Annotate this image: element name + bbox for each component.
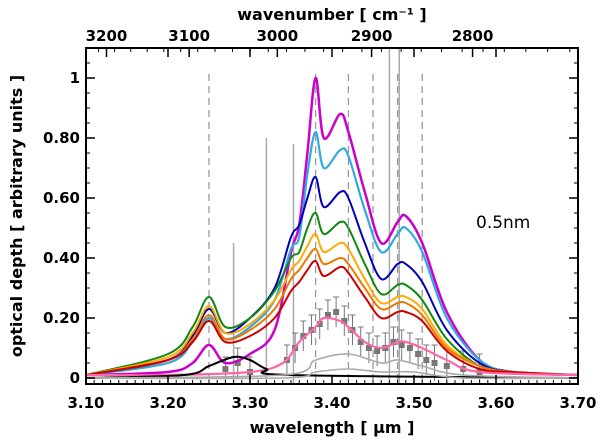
x2-axis-title: wavenumber [ cm⁻¹ ] (237, 5, 426, 24)
observation-13 (365, 332, 372, 363)
y-tick-label: 0.60 (43, 189, 80, 207)
y-axis-title: optical depth [ arbitrary units ] (7, 75, 26, 357)
observation-marker (406, 345, 413, 351)
observation-7 (316, 308, 323, 339)
observation-marker (374, 348, 381, 354)
observation-marker (423, 357, 430, 363)
x2-tick-label: 3000 (256, 27, 298, 45)
x2-tick-label: 2900 (351, 27, 393, 45)
observation-marker (398, 342, 405, 348)
observation-5 (300, 320, 307, 351)
y-tick-label: 0 (70, 369, 80, 387)
x-axis-title: wavelength [ μm ] (250, 418, 415, 437)
x-tick-label: 3.50 (395, 394, 432, 412)
observation-9 (333, 296, 340, 327)
x2-tick-label: 2800 (452, 27, 494, 45)
x-tick-label: 3.10 (67, 394, 104, 412)
series-line-6 (85, 259, 579, 376)
observation-marker (341, 318, 348, 324)
x2-tick-label: 3100 (168, 27, 210, 45)
model-series (85, 76, 579, 380)
observation-19 (415, 338, 422, 369)
series-line-4 (85, 232, 579, 376)
axis-ticks: 3.10 3.20 3.30 3.40 3.50 3.60 3.70 0 0.20 0.40 0.6… (43, 27, 597, 412)
x-tick-label: 3.40 (313, 394, 350, 412)
series-line-9 (85, 353, 579, 379)
x-tick-label: 3.60 (477, 394, 514, 412)
observation-marker (443, 363, 450, 369)
series-line-3 (85, 212, 579, 376)
observation-marker (222, 366, 229, 372)
observation-14 (374, 335, 381, 366)
observation-10 (341, 305, 348, 336)
observation-marker (357, 339, 364, 345)
x-tick-label: 3.20 (149, 394, 186, 412)
observation-18 (406, 332, 413, 363)
series-line-10 (85, 368, 579, 380)
observation-17 (398, 329, 405, 360)
x-tick-label: 3.70 (559, 394, 596, 412)
y-tick-label: 0.80 (43, 129, 80, 147)
y-tick-label: 0.40 (43, 249, 80, 267)
x2-tick-label: 3200 (86, 27, 128, 45)
series-line-0 (85, 76, 579, 377)
observation-marker (390, 339, 397, 345)
observation-marker (365, 345, 372, 351)
observation-marker (431, 360, 438, 366)
observation-marker (324, 312, 331, 318)
observation-marker (316, 321, 323, 327)
series-line-8 (85, 355, 579, 379)
y-tick-label: 0.20 (43, 309, 80, 327)
observation-marker (234, 360, 241, 366)
series-line-5 (85, 247, 579, 376)
observation-8 (324, 299, 331, 330)
reference-lines (208, 48, 423, 384)
series-line-7 (85, 316, 579, 377)
observation-12 (357, 326, 364, 357)
observation-marker (300, 333, 307, 339)
x-tick-label: 3.30 (231, 394, 268, 412)
y-tick-label: 1 (70, 69, 80, 87)
annotation-label: 0.5nm (476, 213, 530, 233)
observation-16 (390, 326, 397, 357)
observation-marker (415, 351, 422, 357)
observation-marker (333, 309, 340, 315)
